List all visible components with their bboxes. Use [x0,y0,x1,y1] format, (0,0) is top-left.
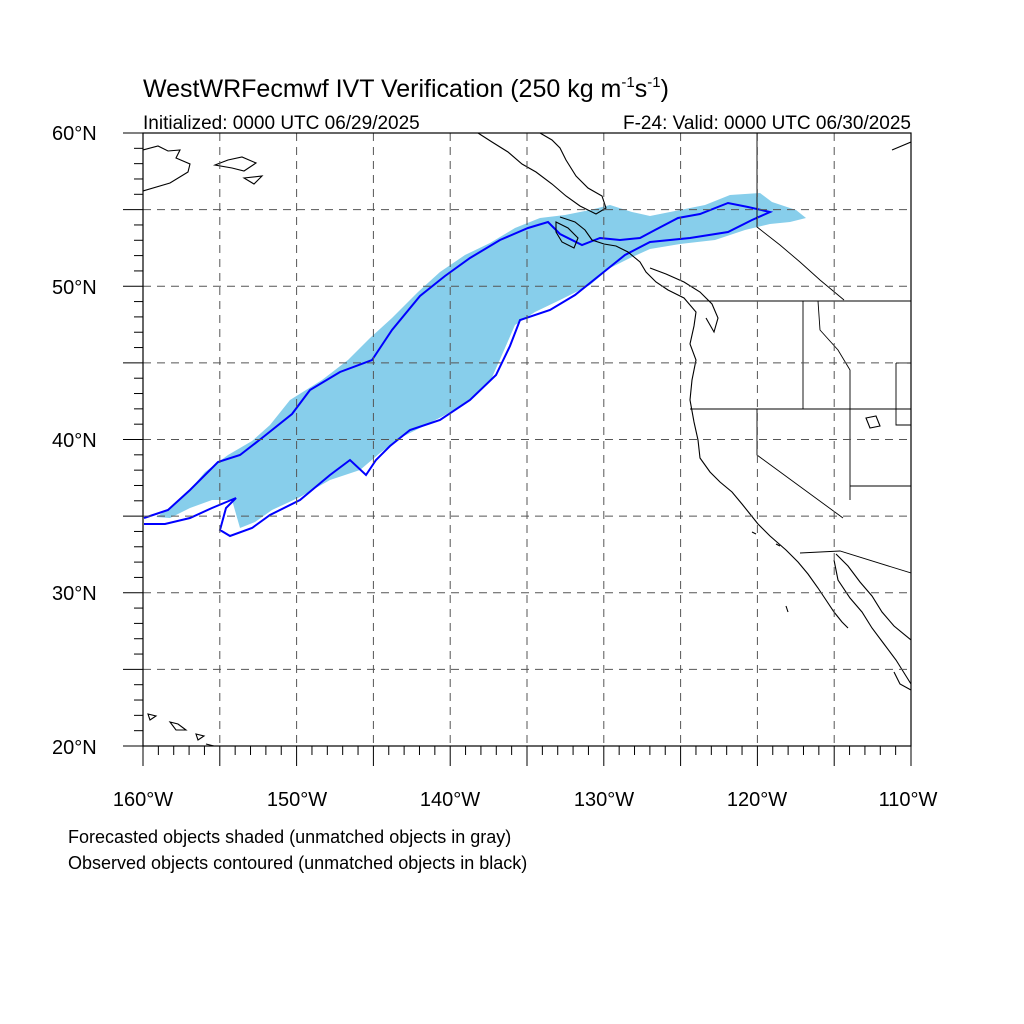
lat-label-50n: 50°N [52,277,97,299]
observed-ivt-contour [143,201,774,538]
political-borders [690,133,911,574]
legend-observed-note: Observed objects contoured (unmatched ob… [68,853,528,873]
lat-label-40n: 40°N [52,430,97,452]
longitude-labels: 160°W 150°W 140°W 130°W 120°W 110°W [113,789,938,811]
lon-label-110w: 110°W [879,789,938,811]
legend-forecast-note: Forecasted objects shaded (unmatched obj… [68,827,512,847]
lat-label-60n: 60°N [52,123,97,145]
lat-label-20n: 20°N [52,737,97,759]
graticule [143,133,911,746]
lon-label-130w: 130°W [574,789,634,811]
axis-ticks [123,132,912,766]
lon-label-140w: 140°W [420,789,480,811]
coastlines [143,133,911,746]
initialized-label: Initialized: 0000 UTC 06/29/2025 [143,113,420,134]
forecast-ivt-object [156,193,806,528]
valid-time-label: F-24: Valid: 0000 UTC 06/30/2025 [623,113,911,134]
lon-label-150w: 150°W [267,789,327,811]
lon-label-160w: 160°W [113,789,173,811]
lon-label-120w: 120°W [727,789,787,811]
figure-title: WestWRFecmwf IVT Verification (250 kg m-… [143,74,669,103]
latitude-labels: 60°N 50°N 40°N 30°N 20°N [52,123,97,759]
lat-label-30n: 30°N [52,583,97,605]
